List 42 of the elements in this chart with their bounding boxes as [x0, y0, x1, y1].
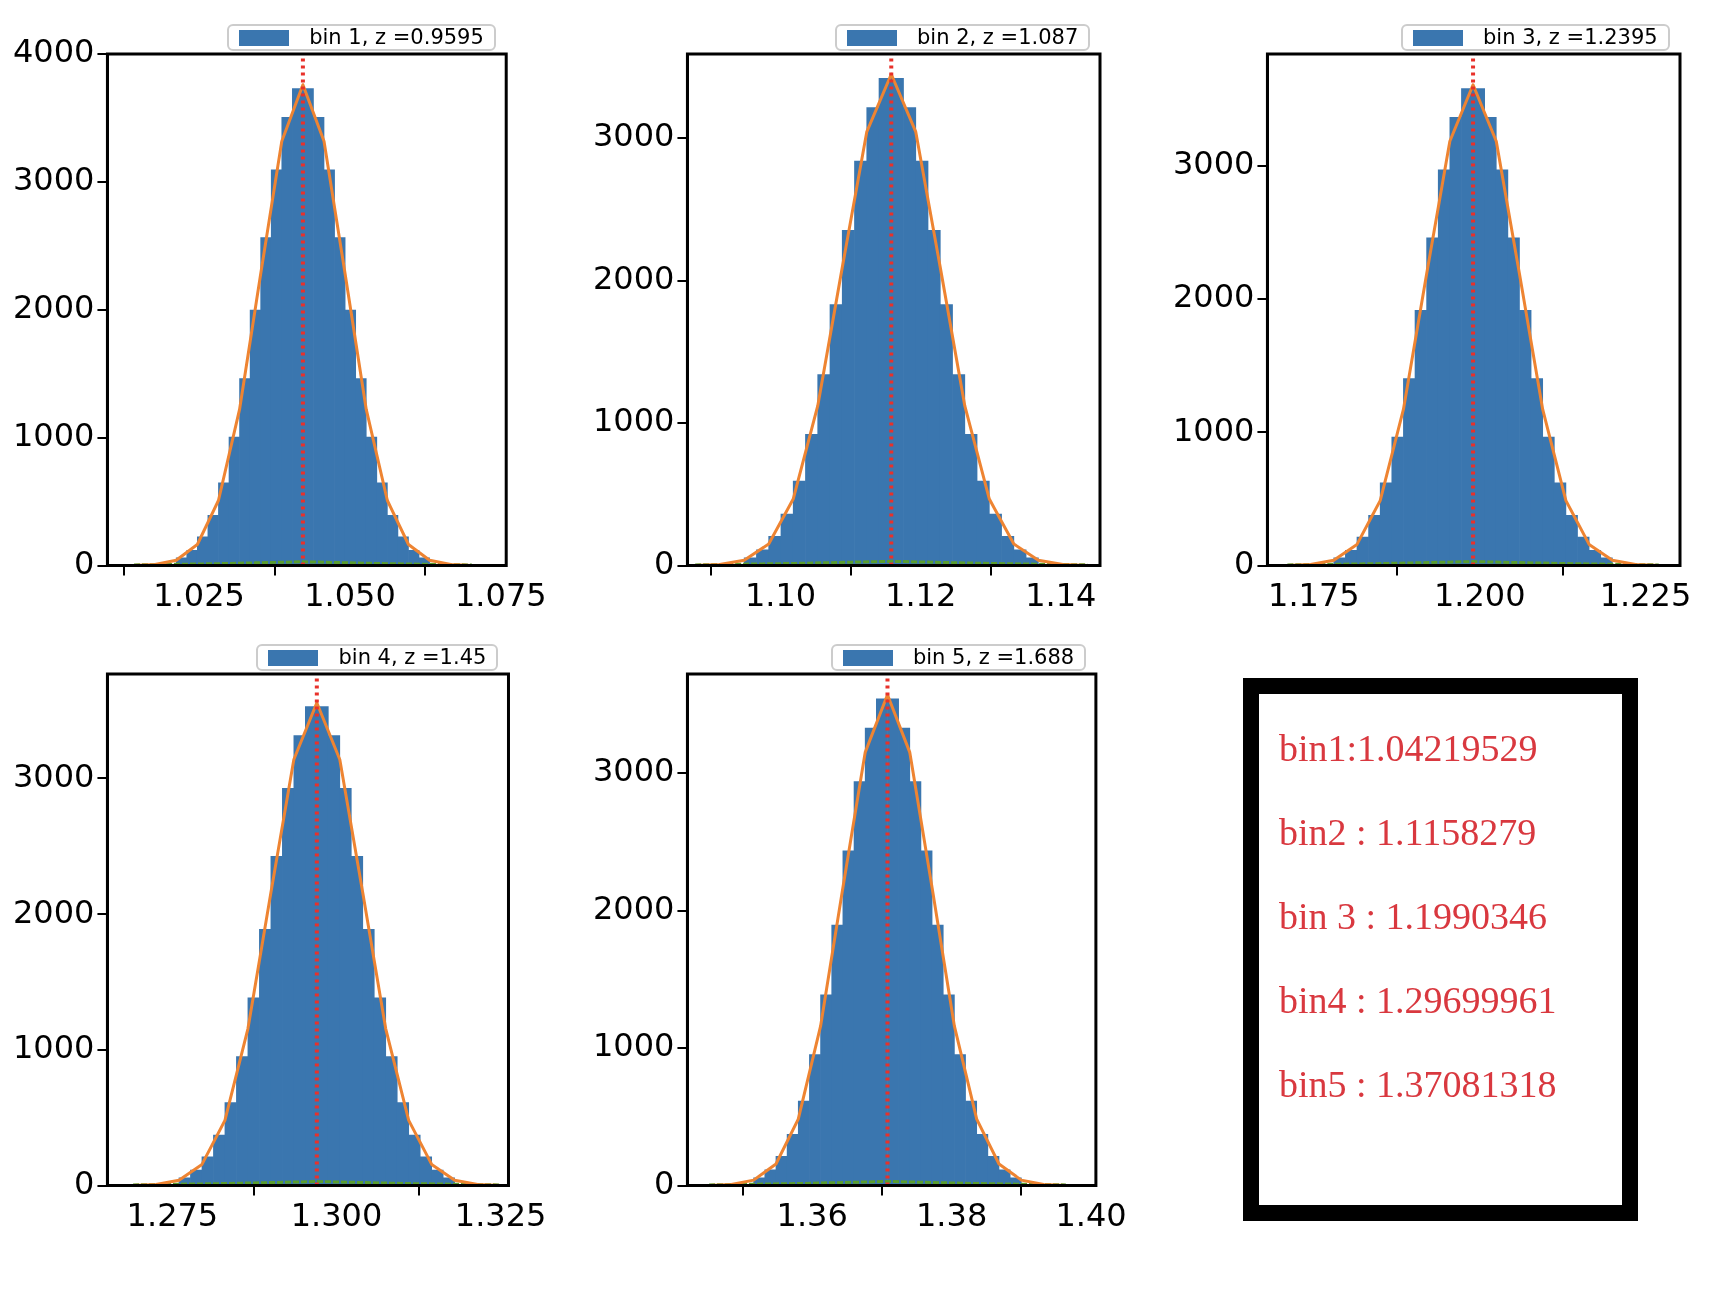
y-tick-label: 3000	[593, 116, 675, 155]
y-tick-label: 1000	[593, 1026, 675, 1065]
legend-label: bin 3, z =1.2395	[1483, 25, 1658, 49]
x-tick-label: 1.38	[915, 1196, 988, 1235]
y-tick-label: 1000	[593, 401, 675, 440]
y-tick-label: 3000	[593, 751, 675, 790]
legend-label: bin 1, z =0.9595	[309, 25, 484, 49]
y-tick-label: 3000	[1173, 144, 1255, 183]
y-tick-label: 3000	[13, 160, 95, 199]
x-tick-label: 1.175	[1268, 576, 1360, 615]
y-tick-label: 2000	[593, 258, 675, 297]
legend-label: bin 5, z =1.688	[912, 645, 1075, 669]
x-tick-label: 1.36	[776, 1196, 848, 1235]
x-tick-label: 1.40	[1055, 1196, 1127, 1235]
y-tick-label: 0	[74, 543, 95, 582]
x-tick-label: 1.025	[153, 576, 245, 615]
y-tick-label: 1000	[13, 1028, 95, 1067]
y-tick-label: 1000	[1173, 410, 1255, 449]
y-tick-label: 4000	[13, 32, 95, 71]
x-tick-label: 1.10	[744, 576, 817, 615]
text-frame: bin1:1.04219529 bin2 : 1.1158279 bin 3 : 1.1990346 bin4 : 1.29699961 bin5 : 1.37081318	[1243, 678, 1638, 1221]
x-tick-label: 1.14	[1025, 576, 1097, 615]
y-tick-label: 2000	[593, 888, 675, 927]
y-tick-label: 0	[654, 543, 675, 582]
y-tick-label: 1000	[13, 416, 95, 455]
x-tick-label: 1.050	[304, 576, 396, 615]
legend-label: bin 2, z =1.087	[917, 25, 1079, 49]
y-tick-label: 0	[654, 1163, 675, 1202]
y-tick-label: 3000	[13, 756, 95, 795]
x-tick-label: 1.225	[1599, 576, 1692, 615]
y-tick-label: 0	[1234, 543, 1255, 582]
x-tick-label: 1.075	[454, 576, 547, 615]
x-tick-label: 1.275	[126, 1196, 219, 1235]
x-tick-label: 1.300	[290, 1196, 383, 1235]
x-tick-label: 1.12	[885, 576, 957, 615]
x-tick-label: 1.325	[454, 1196, 547, 1235]
y-tick-label: 2000	[13, 892, 95, 931]
x-tick-label: 1.200	[1433, 576, 1526, 615]
y-tick-label: 2000	[13, 288, 95, 327]
y-tick-label: 2000	[1173, 277, 1255, 316]
legend-label: bin 4, z =1.45	[338, 645, 487, 669]
y-tick-label: 0	[74, 1163, 95, 1202]
